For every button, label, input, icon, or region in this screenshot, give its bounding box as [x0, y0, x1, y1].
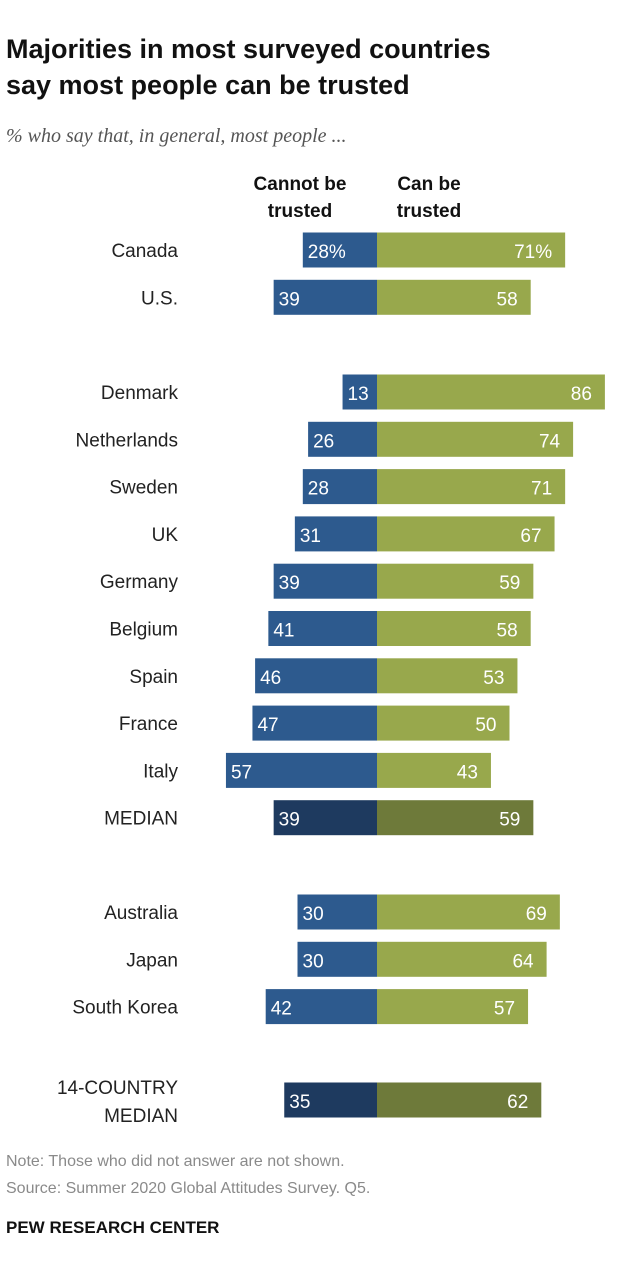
value-label-cannot: 13 — [348, 384, 369, 405]
value-label-can: 74 — [539, 431, 561, 452]
bar-can-be-trusted — [377, 1082, 542, 1118]
row-label: Germany — [100, 572, 179, 593]
chart-title: Majorities in most surveyed countries say… — [6, 34, 491, 100]
bar-cannot-be-trusted — [302, 232, 377, 268]
bar-cannot-be-trusted — [265, 989, 377, 1025]
bar-can-be-trusted — [377, 941, 547, 977]
bar-cannot-be-trusted — [268, 611, 377, 646]
value-label-can: 86 — [571, 384, 592, 405]
value-label-can: 69 — [526, 904, 547, 925]
bar-can-be-trusted — [377, 611, 531, 646]
bar-cannot-be-trusted — [297, 894, 377, 930]
value-label-can: 64 — [512, 951, 534, 972]
bar-can-be-trusted — [377, 658, 518, 694]
value-label-can: 50 — [475, 715, 496, 736]
value-label-can: 71% — [514, 242, 552, 263]
source-text: Source: Summer 2020 Global Attitudes Sur… — [6, 1180, 370, 1197]
value-label-can: 59 — [499, 573, 520, 594]
value-label-cannot: 41 — [273, 621, 294, 642]
row-label: South Korea — [72, 998, 178, 1019]
row-label: Australia — [104, 903, 178, 924]
bar-cannot-be-trusted — [284, 1082, 377, 1118]
row-label: Canada — [111, 241, 178, 262]
row-label: Denmark — [101, 383, 179, 404]
bar-cannot-be-trusted — [273, 563, 377, 599]
bar-cannot-be-trusted — [252, 705, 377, 741]
row-label: Spain — [129, 667, 178, 688]
chart-subtitle: % who say that, in general, most people … — [6, 125, 347, 147]
value-label-cannot: 35 — [289, 1092, 310, 1113]
bar-can-be-trusted — [377, 989, 529, 1025]
bar-cannot-be-trusted — [225, 752, 377, 788]
value-label-can: 43 — [457, 762, 478, 783]
bar-can-be-trusted — [377, 752, 491, 788]
row-label: Japan — [126, 950, 178, 971]
bar-cannot-be-trusted — [308, 421, 377, 457]
bar-can-be-trusted — [377, 800, 534, 836]
bar-can-be-trusted — [377, 563, 534, 599]
bar-can-be-trusted — [377, 421, 574, 457]
bar-can-be-trusted — [377, 232, 566, 268]
value-label-can: 71 — [531, 479, 552, 500]
bar-cannot-be-trusted — [273, 800, 377, 836]
value-label-cannot: 46 — [260, 668, 281, 689]
bar-cannot-be-trusted — [342, 374, 377, 410]
bar-can-be-trusted — [377, 705, 510, 741]
value-label-cannot: 57 — [231, 762, 252, 783]
row-label: France — [119, 714, 178, 735]
bar-can-be-trusted — [377, 469, 566, 505]
column-header-cannot: Cannot be trusted — [254, 174, 347, 222]
value-label-cannot: 28 — [308, 479, 329, 500]
value-label-can: 59 — [499, 810, 520, 831]
value-label-can: 53 — [483, 668, 504, 689]
bar-cannot-be-trusted — [302, 469, 377, 505]
row-label: Italy — [143, 761, 178, 782]
bar-can-be-trusted — [377, 894, 560, 930]
bar-can-be-trusted — [377, 279, 531, 315]
value-label-can: 62 — [507, 1092, 528, 1113]
value-label-cannot: 47 — [257, 715, 278, 736]
brand-logo-text: PEW RESEARCH CENTER — [6, 1218, 219, 1237]
note-text: Note: Those who did not answer are not s… — [6, 1153, 345, 1170]
value-label-cannot: 26 — [313, 431, 334, 452]
bar-can-be-trusted — [377, 516, 555, 552]
value-label-can: 58 — [497, 621, 518, 642]
value-label-cannot: 28% — [308, 242, 346, 263]
value-label-cannot: 30 — [303, 904, 324, 925]
bar-can-be-trusted — [377, 374, 605, 410]
value-label-cannot: 39 — [279, 810, 300, 831]
value-label-cannot: 30 — [303, 951, 324, 972]
value-label-can: 67 — [520, 526, 541, 547]
row-label: 14-COUNTRY MEDIAN — [57, 1078, 178, 1127]
bar-cannot-be-trusted — [273, 279, 377, 315]
value-label-cannot: 39 — [279, 573, 300, 594]
bar-cannot-be-trusted — [255, 658, 377, 694]
value-label-cannot: 42 — [271, 999, 292, 1020]
column-header-can: Can be trusted — [397, 174, 461, 222]
value-label-can: 57 — [494, 999, 515, 1020]
row-label: MEDIAN — [104, 809, 178, 830]
bar-cannot-be-trusted — [297, 941, 377, 977]
bar-cannot-be-trusted — [294, 516, 377, 552]
row-label: Sweden — [109, 478, 178, 499]
row-label: U.S. — [141, 288, 178, 309]
value-label-cannot: 39 — [279, 289, 300, 310]
row-label: UK — [152, 525, 179, 546]
value-label-cannot: 31 — [300, 526, 321, 547]
value-label-can: 58 — [497, 289, 518, 310]
row-label: Belgium — [109, 620, 178, 641]
row-label: Netherlands — [76, 430, 178, 451]
